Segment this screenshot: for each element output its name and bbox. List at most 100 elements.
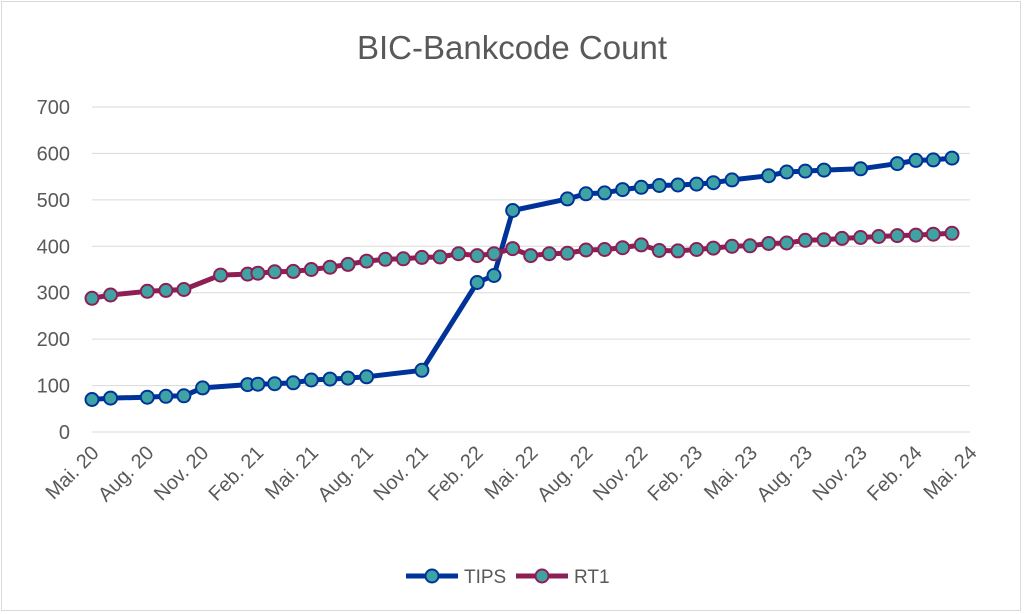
series-layer: [84, 150, 960, 407]
data-point-tips: [505, 203, 521, 218]
x-tick-label: Feb. 21: [205, 442, 269, 506]
data-point-rt1: [597, 242, 613, 257]
data-point-tips: [303, 372, 319, 388]
series-tips: [84, 150, 960, 407]
data-point-rt1: [797, 232, 813, 248]
data-point-tips: [925, 152, 941, 168]
data-point-rt1: [761, 236, 777, 251]
data-point-tips: [84, 392, 100, 407]
x-tick-label: Mai. 24: [920, 442, 982, 504]
data-point-rt1: [908, 227, 924, 243]
y-tick-label: 700: [37, 97, 70, 119]
data-point-rt1: [303, 262, 319, 277]
data-point-rt1: [250, 265, 266, 281]
data-point-rt1: [559, 245, 575, 261]
data-point-rt1: [213, 267, 229, 283]
legend-item-rt1: RT1: [516, 567, 610, 588]
x-tick-label: Nov. 22: [589, 442, 652, 505]
data-point-rt1: [853, 230, 869, 245]
data-point-tips: [651, 178, 667, 193]
data-point-rt1: [414, 249, 430, 265]
data-point-rt1: [267, 264, 283, 280]
data-point-tips: [724, 172, 740, 188]
data-point-tips: [250, 376, 266, 392]
data-point-tips: [322, 371, 338, 387]
data-point-rt1: [84, 290, 100, 306]
y-tick-label: 600: [37, 143, 70, 165]
x-tick-label: Aug. 20: [94, 442, 158, 506]
data-point-tips: [469, 275, 485, 290]
data-point-tips: [670, 177, 686, 193]
x-tick-label: Aug. 21: [314, 442, 378, 506]
data-point-rt1: [615, 240, 631, 256]
data-point-rt1: [359, 253, 375, 269]
data-point-tips: [944, 150, 960, 166]
x-tick-label: Mai. 23: [700, 442, 762, 504]
series-line-rt1: [89, 230, 955, 301]
data-point-rt1: [633, 237, 649, 253]
x-tick-label: Mai. 21: [261, 442, 323, 504]
data-point-rt1: [925, 226, 941, 242]
data-point-tips: [578, 186, 594, 202]
y-tick-label: 400: [37, 236, 70, 258]
y-tick-label: 300: [37, 283, 70, 305]
data-point-rt1: [395, 251, 411, 267]
x-tick-label: Mai. 22: [481, 442, 543, 504]
x-tick-label: Feb. 23: [644, 442, 708, 506]
data-point-rt1: [451, 246, 467, 262]
data-point-rt1: [834, 230, 850, 246]
data-point-rt1: [322, 259, 338, 275]
data-point-rt1: [670, 243, 686, 259]
y-tick-label: 100: [37, 376, 70, 398]
data-point-tips: [359, 369, 375, 385]
data-point-rt1: [377, 251, 393, 267]
x-tick-label: Aug. 22: [533, 442, 597, 506]
data-point-tips: [816, 162, 832, 178]
data-point-tips: [414, 362, 430, 378]
legend: TIPS RT1: [406, 567, 610, 588]
data-point-rt1: [742, 238, 758, 254]
x-tick-label: Feb. 22: [424, 442, 488, 506]
data-point-tips: [889, 156, 905, 172]
legend-label: RT1: [574, 567, 610, 588]
data-point-rt1: [505, 241, 521, 257]
data-point-rt1: [176, 282, 192, 297]
data-point-rt1: [724, 238, 740, 254]
data-point-rt1: [651, 243, 667, 258]
legend-label: TIPS: [464, 567, 506, 588]
data-point-tips: [761, 168, 777, 184]
data-point-tips: [705, 175, 721, 191]
data-point-rt1: [340, 256, 356, 272]
data-point-rt1: [871, 229, 887, 244]
legend-marker: [534, 568, 550, 584]
data-point-tips: [797, 163, 813, 179]
data-point-rt1: [486, 246, 502, 262]
x-tick-label: Mai. 20: [42, 442, 104, 504]
data-point-tips: [633, 179, 649, 195]
data-point-tips: [559, 191, 575, 207]
data-point-tips: [158, 388, 174, 404]
data-point-tips: [139, 389, 155, 405]
chart-title: BIC-Bankcode Count: [357, 29, 667, 66]
legend-marker: [424, 568, 440, 584]
data-point-tips: [689, 176, 705, 192]
data-point-rt1: [103, 287, 119, 303]
data-point-tips: [853, 161, 869, 177]
data-point-tips: [486, 268, 502, 283]
data-point-rt1: [578, 242, 594, 258]
data-point-tips: [176, 388, 192, 404]
data-point-tips: [615, 182, 631, 198]
data-point-rt1: [158, 282, 174, 298]
data-point-tips: [908, 152, 924, 168]
data-point-rt1: [523, 248, 539, 264]
data-point-rt1: [139, 283, 155, 299]
data-point-rt1: [779, 235, 795, 251]
data-point-rt1: [432, 249, 448, 265]
data-point-rt1: [816, 232, 832, 248]
data-point-rt1: [541, 246, 557, 262]
data-point-tips: [340, 370, 356, 386]
x-tick-label: Feb. 24: [863, 442, 927, 506]
